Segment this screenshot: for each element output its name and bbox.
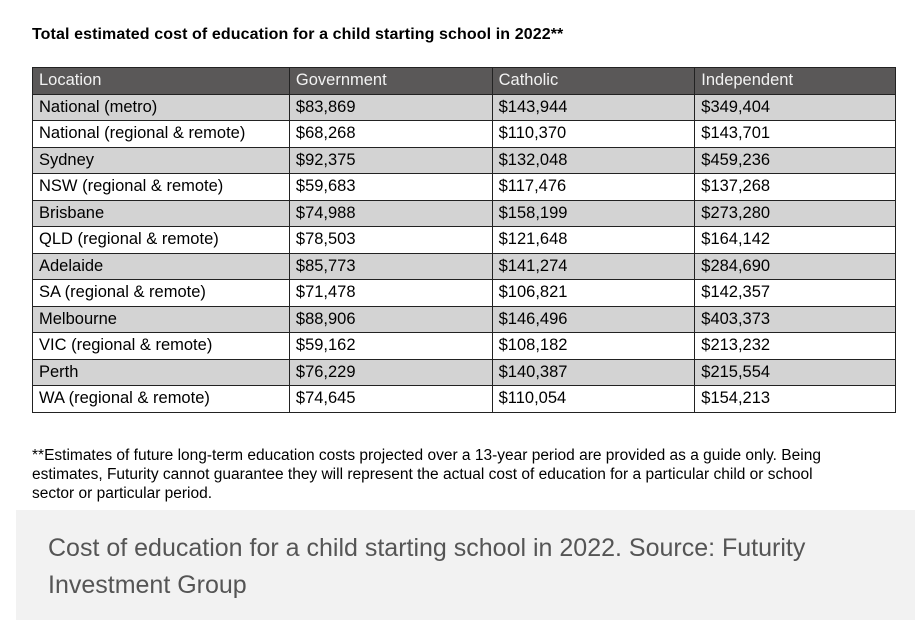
cell-government: $68,268 xyxy=(288,120,493,148)
document-title: Total estimated cost of education for a … xyxy=(32,26,564,43)
cell-independent: $459,236 xyxy=(694,146,896,174)
table-row: NSW (regional & remote) $59,683 $117,476 $1… xyxy=(32,173,896,201)
cell-independent: $215,554 xyxy=(694,358,896,386)
cell-government: $71,478 xyxy=(288,279,493,307)
cell-location: National (regional & remote) xyxy=(32,120,290,148)
cell-catholic: $108,182 xyxy=(491,332,696,360)
table-row: WA (regional & remote) $74,645 $110,054 $15… xyxy=(32,385,896,413)
cell-government: $88,906 xyxy=(288,305,493,333)
cell-government: $59,162 xyxy=(288,332,493,360)
cell-government: $85,773 xyxy=(288,252,493,280)
table-row: Brisbane $74,988 $158,199 $273,280 xyxy=(32,199,896,227)
cell-independent: $142,357 xyxy=(694,279,896,307)
cell-catholic: $146,496 xyxy=(491,305,696,333)
table-header-row: Location Government Catholic Independent xyxy=(32,67,896,95)
cell-government: $76,229 xyxy=(288,358,493,386)
cell-location: WA (regional & remote) xyxy=(32,385,290,413)
table-row: National (regional & remote) $68,268 $110,… xyxy=(32,120,896,148)
cell-location: VIC (regional & remote) xyxy=(32,332,290,360)
table-row: National (metro) $83,869 $143,944 $349,404 xyxy=(32,93,896,121)
footnote: **Estimates of future long-term educatio… xyxy=(32,447,821,502)
header-government: Government xyxy=(288,67,493,95)
header-independent: Independent xyxy=(694,67,896,95)
cell-catholic: $158,199 xyxy=(491,199,696,227)
cell-government: $74,645 xyxy=(288,385,493,413)
cell-catholic: $110,370 xyxy=(491,120,696,148)
cell-location: Brisbane xyxy=(32,199,290,227)
cell-catholic: $132,048 xyxy=(491,146,696,174)
cell-independent: $154,213 xyxy=(694,385,896,413)
table-row: Perth $76,229 $140,387 $215,554 xyxy=(32,358,896,386)
cell-location: SA (regional & remote) xyxy=(32,279,290,307)
cell-independent: $213,232 xyxy=(694,332,896,360)
cell-catholic: $106,821 xyxy=(491,279,696,307)
cell-independent: $349,404 xyxy=(694,93,896,121)
cost-table: Location Government Catholic Independent… xyxy=(32,67,896,413)
cell-location: Melbourne xyxy=(32,305,290,333)
cell-location: QLD (regional & remote) xyxy=(32,226,290,254)
image-caption: Cost of education for a child starting s… xyxy=(48,534,806,599)
table-row: QLD (regional & remote) $78,503 $121,648 $1… xyxy=(32,226,896,254)
table-row: Sydney $92,375 $132,048 $459,236 xyxy=(32,146,896,174)
caption-box: Cost of education for a child starting s… xyxy=(16,510,915,620)
cell-independent: $403,373 xyxy=(694,305,896,333)
header-location: Location xyxy=(32,67,290,95)
cell-government: $78,503 xyxy=(288,226,493,254)
cell-government: $92,375 xyxy=(288,146,493,174)
cell-independent: $137,268 xyxy=(694,173,896,201)
cell-independent: $284,690 xyxy=(694,252,896,280)
cell-catholic: $110,054 xyxy=(491,385,696,413)
cell-location: Adelaide xyxy=(32,252,290,280)
cell-catholic: $141,274 xyxy=(491,252,696,280)
cell-independent: $143,701 xyxy=(694,120,896,148)
cell-government: $59,683 xyxy=(288,173,493,201)
table-row: SA (regional & remote) $71,478 $106,821 $14… xyxy=(32,279,896,307)
document-image: Total estimated cost of education for a … xyxy=(32,26,896,502)
cell-independent: $164,142 xyxy=(694,226,896,254)
cell-catholic: $143,944 xyxy=(491,93,696,121)
cell-catholic: $117,476 xyxy=(491,173,696,201)
table-row: Melbourne $88,906 $146,496 $403,373 xyxy=(32,305,896,333)
cell-catholic: $121,648 xyxy=(491,226,696,254)
cell-independent: $273,280 xyxy=(694,199,896,227)
cell-government: $74,988 xyxy=(288,199,493,227)
cell-location: NSW (regional & remote) xyxy=(32,173,290,201)
table-row: VIC (regional & remote) $59,162 $108,182 $2… xyxy=(32,332,896,360)
cell-location: Perth xyxy=(32,358,290,386)
cell-catholic: $140,387 xyxy=(491,358,696,386)
cell-government: $83,869 xyxy=(288,93,493,121)
table-row: Adelaide $85,773 $141,274 $284,690 xyxy=(32,252,896,280)
cell-location: Sydney xyxy=(32,146,290,174)
table-body: National (metro) $83,869 $143,944 $349,404 N… xyxy=(32,93,896,413)
cell-location: National (metro) xyxy=(32,93,290,121)
header-catholic: Catholic xyxy=(491,67,696,95)
